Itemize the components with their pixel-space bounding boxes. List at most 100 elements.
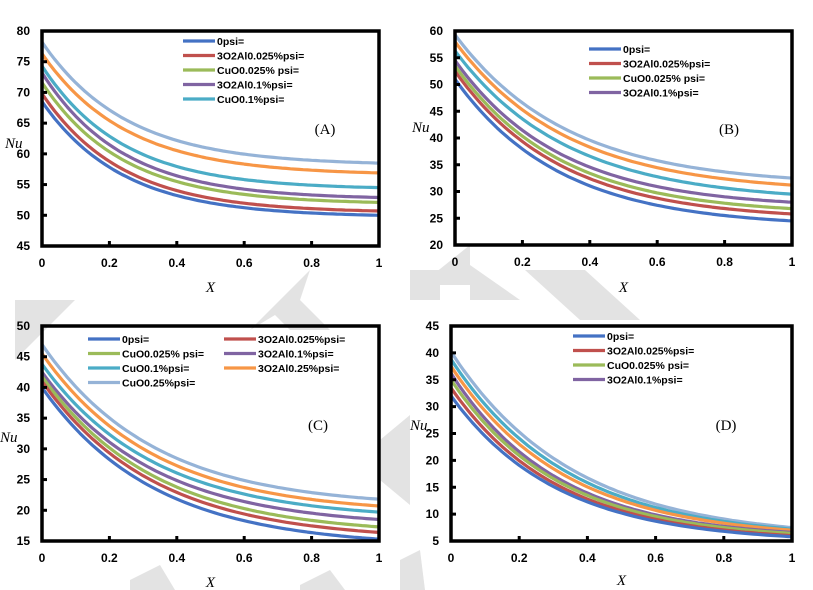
x-tick-label: 0 xyxy=(39,256,46,270)
legend-label: 3O2Al0.025%psi= xyxy=(217,51,304,63)
legend: 0psi= 3O2Al0.025%psi= CuO0.025% psi= 3O2Al0… xyxy=(589,44,710,100)
series-group xyxy=(40,41,380,217)
legend-label: CuO0.025% psi= xyxy=(217,65,299,77)
legend-item: 3O2Al0.1%psi= xyxy=(224,349,334,361)
legend-label: 0psi= xyxy=(122,334,149,346)
x-tick-label: 0.8 xyxy=(303,256,320,270)
series-line xyxy=(40,363,380,514)
y-axis-title: Nu xyxy=(409,418,428,434)
y-tick-label: 40 xyxy=(17,380,31,394)
x-tick-label: 0.4 xyxy=(579,551,596,565)
legend-label: 3O2Al0.025%psi= xyxy=(258,334,345,346)
y-tick-label: 65 xyxy=(17,116,31,130)
y-tick-label: 50 xyxy=(17,208,31,222)
watermark xyxy=(15,245,640,590)
y-tick-label: 55 xyxy=(17,178,31,192)
series-line xyxy=(453,40,793,187)
series-line xyxy=(453,33,793,180)
plot-frame xyxy=(40,324,381,543)
y-axis-title: Nu xyxy=(4,136,23,152)
legend-item: 0psi= xyxy=(183,36,244,48)
legend-label: CuO0.1%psi= xyxy=(122,363,189,375)
series-line xyxy=(40,81,380,204)
x-tick-label: 0.8 xyxy=(715,551,732,565)
series-group xyxy=(40,343,380,541)
legend: 0psi= 3O2Al0.025%psi= CuO0.025% psi= 3O2Al0… xyxy=(183,36,304,106)
legend-label: 3O2Al0.1%psi= xyxy=(607,375,683,387)
x-tick-label: 0.8 xyxy=(716,255,733,269)
series-line xyxy=(40,71,380,200)
series-group xyxy=(453,33,793,223)
y-tick-label: 5 xyxy=(432,534,439,548)
y-tick-label: 30 xyxy=(430,185,444,199)
y-axis-title: Nu xyxy=(411,120,430,136)
series-line xyxy=(449,365,793,532)
x-tick-label: 1 xyxy=(789,551,796,565)
chart-panel-a: 45 50 55 60 65 70 75 80 0 0.2 0.4 0.6 0.8 1 X Nu (A) 0psi… xyxy=(4,24,383,296)
series-line xyxy=(40,371,380,522)
legend-item: CuO0.025% psi= xyxy=(183,65,299,77)
series-line xyxy=(40,41,380,165)
x-tick-label: 0.2 xyxy=(511,551,528,565)
y-tick-label: 30 xyxy=(426,400,440,414)
legend-label: 3O2Al0.1%psi= xyxy=(217,80,293,92)
series-line xyxy=(453,59,793,204)
y-tick-label: 20 xyxy=(17,503,31,517)
y-tick-label: 60 xyxy=(430,24,444,38)
y-tick-label: 25 xyxy=(430,211,444,225)
y-tick-label: 25 xyxy=(426,427,440,441)
series-line xyxy=(40,52,380,175)
legend-item: 3O2Al0.025%psi= xyxy=(573,346,694,358)
legend-item: CuO0.025% psi= xyxy=(88,349,204,361)
legend-item: 3O2Al0.1%psi= xyxy=(589,88,699,100)
legend-item: CuO0.025% psi= xyxy=(589,73,705,85)
panel-label: (A) xyxy=(315,122,336,138)
x-tick-label: 1 xyxy=(376,256,383,270)
panel-label: (B) xyxy=(719,122,739,138)
panel-label: (C) xyxy=(308,418,328,434)
series-line xyxy=(40,380,380,534)
y-tick-label: 35 xyxy=(430,158,444,172)
legend-item: CuO0.25%psi= xyxy=(88,378,195,390)
x-tick-label: 0 xyxy=(448,551,455,565)
y-tick-label: 30 xyxy=(17,442,31,456)
series-line xyxy=(453,49,793,196)
y-tick-label: 45 xyxy=(17,350,31,364)
x-tick-label: 0.4 xyxy=(581,255,598,269)
legend-label: CuO0.025% psi= xyxy=(122,349,204,361)
series-line xyxy=(449,350,793,530)
legend-label: 0psi= xyxy=(623,44,650,56)
y-axis-title: Nu xyxy=(0,430,18,446)
x-axis-title: X xyxy=(616,573,627,589)
series-line xyxy=(40,343,380,501)
legend-label: CuO0.025% psi= xyxy=(607,360,689,372)
y-tick-label: 35 xyxy=(17,411,31,425)
x-axis-title: X xyxy=(205,280,216,296)
series-line xyxy=(40,386,380,541)
legend-label: 3O2Al0.25%psi= xyxy=(258,363,339,375)
y-tick-label: 70 xyxy=(17,85,31,99)
y-tick-label: 45 xyxy=(426,319,440,333)
y-tick-label: 75 xyxy=(17,55,31,69)
y-tick-label: 20 xyxy=(430,238,444,252)
y-tick-label: 45 xyxy=(430,104,444,118)
y-tick-label: 45 xyxy=(17,239,31,253)
series-line xyxy=(453,70,793,216)
legend-label: CuO0.1%psi= xyxy=(217,94,284,106)
legend-item: 3O2Al0.025%psi= xyxy=(224,334,345,346)
series-line xyxy=(453,64,793,211)
chart-panel-c: 15 20 25 30 35 40 45 50 0 0.2 0.4 0.6 0.8 1 X Nu (C) 0psi… xyxy=(0,319,383,590)
legend-item: 3O2Al0.1%psi= xyxy=(183,80,293,92)
x-tick-label: 0.4 xyxy=(168,256,185,270)
legend-item: 0psi= xyxy=(573,331,634,343)
y-tick-label: 55 xyxy=(430,51,444,65)
legend-label: 3O2Al0.025%psi= xyxy=(607,346,694,358)
legend-item: 3O2Al0.1%psi= xyxy=(573,375,683,387)
x-tick-label: 0.6 xyxy=(236,551,253,565)
y-tick-label: 40 xyxy=(430,131,444,145)
series-line xyxy=(449,394,793,539)
y-tick-label: 40 xyxy=(426,346,440,360)
legend: 0psi= 3O2Al0.025%psi= CuO0.025% psi= 3O2Al0… xyxy=(88,334,345,390)
legend-item: CuO0.1%psi= xyxy=(88,363,189,375)
